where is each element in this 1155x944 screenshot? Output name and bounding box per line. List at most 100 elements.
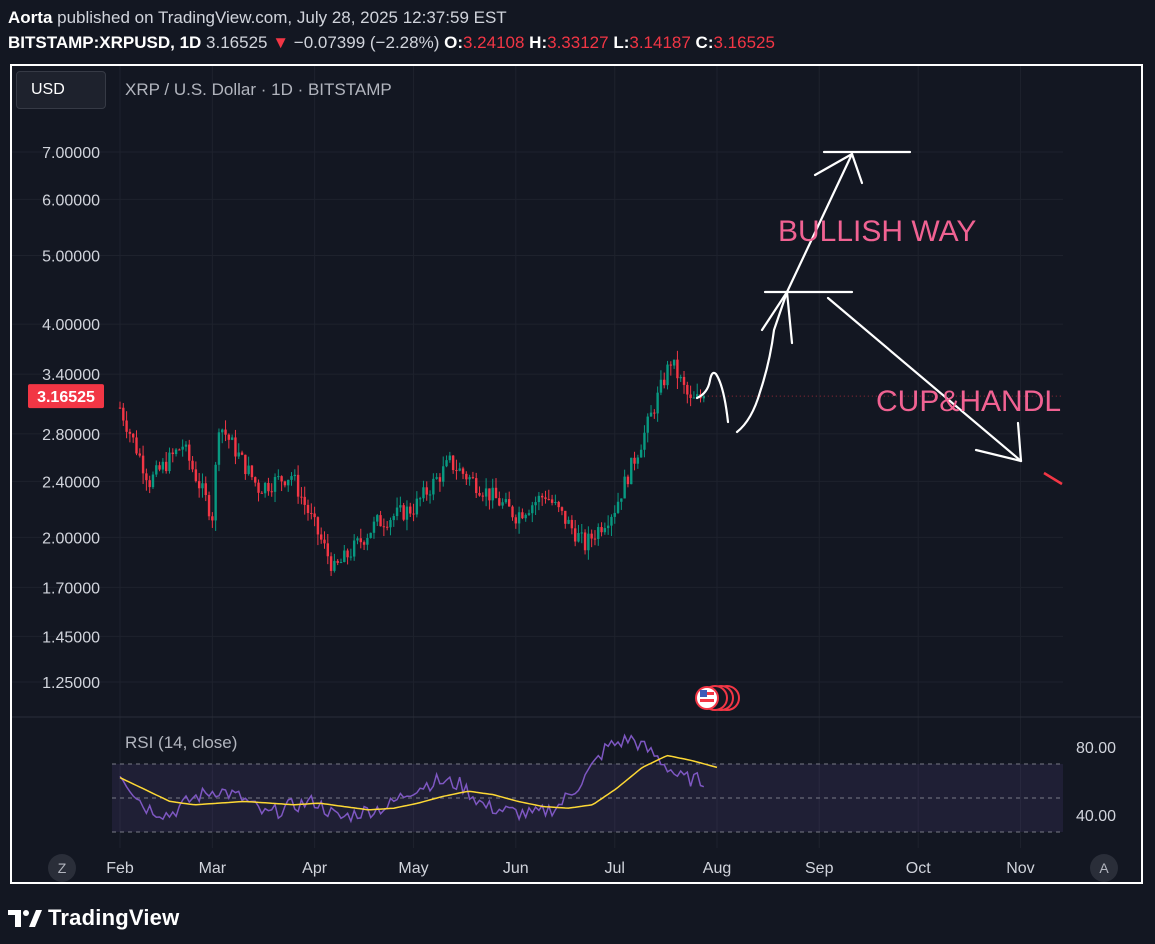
candle-body xyxy=(653,412,656,414)
symbol-info: BITSTAMP:XRPUSD, 1D 3.16525 ▼ −0.07399 (… xyxy=(8,33,775,53)
candle-body xyxy=(234,437,237,457)
bearish-path xyxy=(826,296,1023,463)
candle-body xyxy=(135,437,138,454)
candle-body xyxy=(527,513,531,515)
candle-body xyxy=(273,477,277,492)
candle-body xyxy=(280,476,283,482)
candle-body xyxy=(475,478,478,494)
candle-body xyxy=(316,517,320,535)
candle-body xyxy=(415,498,419,515)
candle-body xyxy=(382,526,386,528)
candle-body xyxy=(676,359,679,379)
close-value: 3.16525 xyxy=(713,33,775,52)
candle-body xyxy=(418,498,422,500)
symbol-label[interactable]: BITSTAMP:XRPUSD, 1D xyxy=(8,33,202,52)
candle-body xyxy=(577,533,580,542)
candle-body xyxy=(600,527,603,533)
candle-body xyxy=(649,412,653,417)
price-tick-label-10: 1.25000 xyxy=(42,675,100,692)
candle-body xyxy=(158,465,161,470)
candle-body xyxy=(580,532,583,534)
candle-body xyxy=(336,560,339,563)
footer-brand[interactable]: TradingView xyxy=(8,903,179,933)
candle-body xyxy=(161,461,165,470)
drawings: BULLISH WAY CUP&HANDLE xyxy=(695,150,1063,486)
candle-body xyxy=(168,452,171,472)
current-price-tag-label: 3.16525 xyxy=(37,389,95,406)
price-tick-label-8: 1.70000 xyxy=(42,580,100,597)
candle-body xyxy=(514,517,518,524)
candle-body xyxy=(402,505,405,520)
candle-body xyxy=(511,506,514,518)
candle-body xyxy=(521,512,524,519)
candle-body xyxy=(554,501,557,503)
author-name[interactable]: Aorta xyxy=(8,8,53,27)
last-price: 3.16525 xyxy=(206,33,268,52)
price-tick-label-1: 6.00000 xyxy=(42,192,100,209)
candle-body xyxy=(224,429,227,435)
candle-body xyxy=(184,444,188,447)
tradingview-brand-text: TradingView xyxy=(48,905,180,930)
candle-body xyxy=(319,534,323,540)
candle-body xyxy=(405,506,409,520)
rsi-pane: 80.00 40.00 xyxy=(112,733,1116,833)
current-price-tag xyxy=(28,384,104,409)
candle-body xyxy=(468,477,471,480)
candle-body xyxy=(346,550,349,558)
candle-body xyxy=(623,476,626,499)
price-axis: 7.00000 6.00000 5.00000 4.00000 3.40000 2.800… xyxy=(28,145,104,692)
candle-body xyxy=(593,538,597,540)
pair-title: XRP / U.S. Dollar · 1D · BITSTAMP xyxy=(125,80,392,99)
auto-scale-button[interactable]: A xyxy=(1090,854,1118,882)
candle-body xyxy=(247,465,250,475)
candle-body xyxy=(267,482,270,492)
candle-body xyxy=(458,468,461,471)
time-tick-may: May xyxy=(398,860,428,877)
bullish-path-1 xyxy=(735,290,789,434)
candle-body xyxy=(461,468,465,474)
time-tick-feb: Feb xyxy=(106,860,134,877)
candle-body xyxy=(290,476,293,480)
candle-body xyxy=(230,437,234,440)
candle-body xyxy=(544,497,547,499)
published-text: published on TradingView.com, July 28, 2… xyxy=(57,8,507,27)
currency-button[interactable]: USD xyxy=(16,71,106,109)
candle-body xyxy=(296,474,300,497)
candle-body xyxy=(481,495,485,497)
candle-body xyxy=(435,477,438,479)
candle-body xyxy=(178,449,181,451)
candle-body xyxy=(646,416,649,433)
handle-squiggle xyxy=(695,371,730,424)
price-tick-label-0: 7.00000 xyxy=(42,145,100,162)
rsi-ma-line xyxy=(119,754,718,811)
zoom-left-button[interactable]: Z xyxy=(48,854,76,882)
time-tick-oct: Oct xyxy=(906,860,931,877)
candle-body xyxy=(583,532,587,551)
publish-info: Aorta published on TradingView.com, July… xyxy=(8,8,507,28)
candle-body xyxy=(504,499,508,503)
candle-body xyxy=(244,454,247,475)
candle-body xyxy=(448,455,452,461)
candle-body xyxy=(257,482,260,493)
candle-body xyxy=(300,496,303,498)
tradingview-logo-icon xyxy=(8,910,42,927)
open-label: O: xyxy=(444,33,463,52)
candle-body xyxy=(620,498,623,502)
us-event-flag-icon xyxy=(695,685,740,711)
candle-body xyxy=(422,487,425,499)
candle-body xyxy=(451,455,455,471)
candle-body xyxy=(432,478,435,495)
candle-body xyxy=(603,528,607,533)
candle-body xyxy=(442,466,445,482)
high-value: 3.33127 xyxy=(547,33,609,52)
candle-body xyxy=(343,550,346,563)
low-label: L: xyxy=(613,33,630,52)
candle-body xyxy=(666,364,669,386)
candle-body xyxy=(573,528,577,542)
time-tick-mar: Mar xyxy=(199,860,227,877)
candle-body xyxy=(263,482,267,494)
time-tick-sep: Sep xyxy=(805,860,834,877)
candle-body xyxy=(306,504,310,514)
candle-body xyxy=(151,474,155,488)
